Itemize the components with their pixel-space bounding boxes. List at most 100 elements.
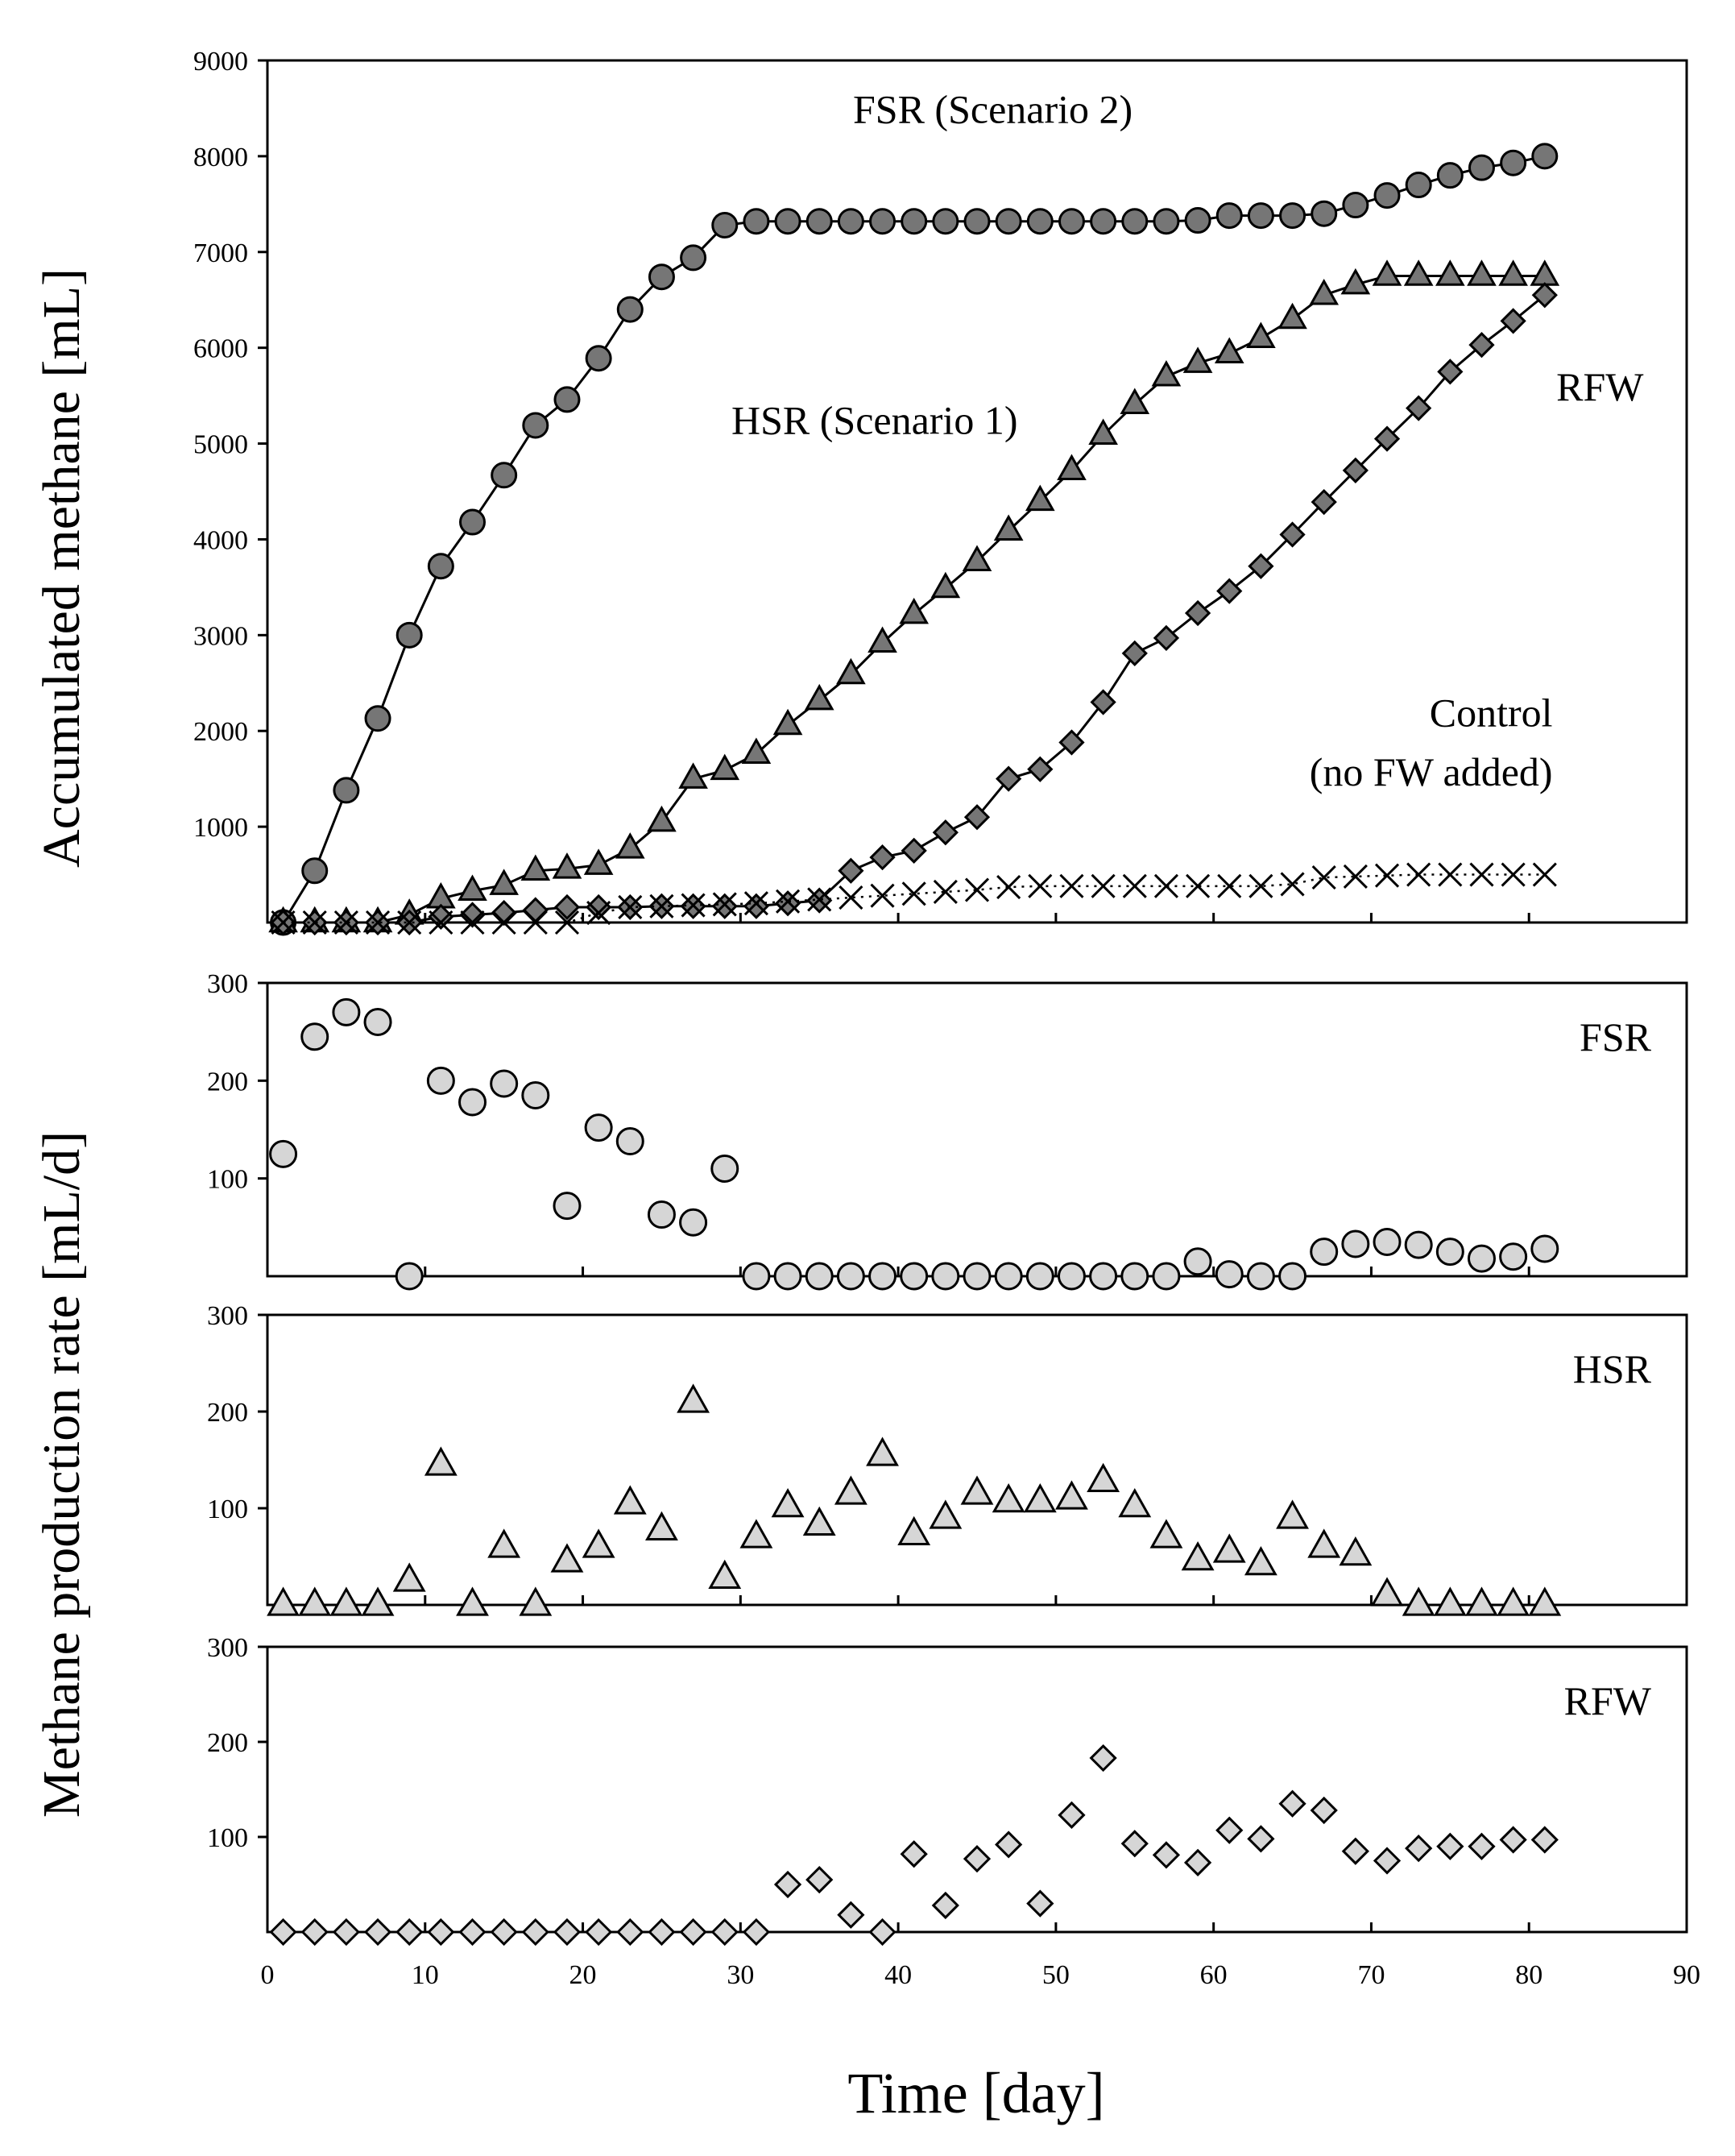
y-tick-label: 100 [207, 1495, 248, 1524]
data-point-circle [1404, 1230, 1433, 1259]
data-point-circle [1183, 1247, 1212, 1276]
y-tick-label: 4000 [193, 525, 248, 555]
data-point-circle [774, 208, 801, 235]
data-point-triangle [458, 874, 487, 901]
data-point-triangle [1467, 259, 1497, 286]
data-point-circle [490, 1069, 519, 1098]
data-point-triangle [1339, 1536, 1373, 1566]
data-point-diamond [1215, 1816, 1244, 1844]
data-point-circle [1215, 202, 1243, 230]
data-point-circle [932, 208, 959, 235]
data-point-triangle [772, 708, 803, 736]
data-point-circle [395, 1262, 424, 1291]
data-point-diamond [711, 893, 738, 919]
data-point-triangle [1055, 1480, 1088, 1510]
data-point-circle [1057, 1262, 1086, 1291]
data-point-x [1186, 873, 1211, 898]
data-point-diamond [932, 819, 959, 846]
data-point-triangle [897, 1515, 931, 1546]
x-tick-label: 30 [727, 1960, 754, 1990]
panel-rate-fsr: 100 200 300 FSR [207, 969, 1688, 1291]
x-tick-label: 90 [1673, 1960, 1700, 1990]
data-point-circle [395, 621, 423, 649]
data-point-triangle [1433, 1586, 1467, 1616]
data-point-triangle [1212, 1533, 1246, 1563]
data-point-triangle [645, 1511, 678, 1541]
data-point-triangle [1276, 1499, 1309, 1529]
data-point-circle [1184, 207, 1211, 234]
data-point-diamond [1406, 395, 1432, 421]
panel-frame [266, 981, 1688, 1278]
data-point-circle [1090, 208, 1117, 235]
data-point-triangle [930, 571, 961, 599]
data-point-circle [1153, 208, 1180, 235]
y-tick-label: 6000 [193, 334, 248, 364]
data-point-triangle [1465, 1586, 1498, 1616]
data-point-diamond [1405, 1835, 1433, 1863]
y-tick-label: 5000 [193, 430, 248, 460]
data-point-triangle [424, 1446, 458, 1476]
y-tick-label: 300 [207, 1633, 248, 1663]
data-point-circle [805, 1262, 834, 1291]
data-point-x [1217, 873, 1242, 898]
data-point-x [681, 893, 706, 918]
data-point-circle [1531, 143, 1559, 170]
data-point-triangle [1277, 302, 1307, 330]
data-point-diamond [553, 1918, 582, 1947]
data-point-circle [1121, 208, 1149, 235]
data-point-diamond [901, 837, 927, 864]
data-point-triangle [615, 832, 645, 859]
panel-label-rate-fsr: FSR [1580, 1014, 1652, 1059]
data-point-circle [680, 244, 707, 272]
data-point-circle [837, 208, 864, 235]
data-point-circle [710, 1155, 739, 1184]
y-tick-label: 8000 [193, 143, 248, 172]
data-point-x [776, 889, 801, 914]
data-point-diamond [1247, 1825, 1275, 1853]
data-point-diamond [1279, 521, 1306, 548]
data-point-triangle [1528, 1586, 1562, 1616]
data-point-x [1343, 864, 1368, 889]
data-point-triangle [1088, 418, 1118, 446]
data-point-circle [773, 1262, 802, 1291]
data-point-circle [1279, 202, 1306, 230]
data-point-triangle [710, 753, 740, 781]
y-tick-label: 100 [207, 1165, 248, 1195]
data-point-diamond [1152, 1841, 1181, 1869]
data-point-circle [1215, 1260, 1244, 1289]
data-point-diamond [1090, 689, 1116, 715]
data-point-diamond [1184, 599, 1211, 627]
y-tick-label: 1000 [193, 813, 248, 843]
data-point-x [397, 910, 422, 935]
y-tick-label: 9000 [193, 47, 248, 77]
data-point-diamond [995, 1831, 1023, 1859]
data-point-circle [805, 208, 833, 235]
data-point-diamond [868, 1918, 896, 1947]
data-point-circle [995, 208, 1022, 235]
data-point-circle [648, 263, 675, 291]
data-point-triangle [1149, 1519, 1183, 1549]
data-point-x [964, 877, 990, 902]
panel-label-rate-rfw: RFW [1564, 1678, 1652, 1723]
data-point-circle [269, 1139, 298, 1168]
data-point-circle [364, 705, 391, 732]
data-point-circle [585, 345, 612, 372]
data-point-x [1311, 865, 1336, 890]
data-point-diamond [332, 1918, 361, 1947]
data-point-triangle [1244, 1545, 1277, 1576]
x-tick-label: 70 [1357, 1960, 1385, 1990]
data-point-triangle [1372, 259, 1402, 286]
data-point-diamond [553, 893, 581, 921]
data-point-triangle [1435, 259, 1465, 286]
data-point-triangle [771, 1487, 805, 1518]
data-point-circle [300, 1022, 329, 1051]
data-point-diamond [931, 1891, 959, 1920]
data-point-circle [1246, 1262, 1275, 1291]
data-point-triangle [267, 1586, 300, 1616]
data-point-x [1059, 873, 1084, 898]
data-point-diamond [1468, 331, 1495, 359]
annotation-2: RFW [1556, 364, 1644, 409]
data-point-triangle [1023, 1482, 1057, 1513]
data-point-triangle [1309, 278, 1340, 305]
